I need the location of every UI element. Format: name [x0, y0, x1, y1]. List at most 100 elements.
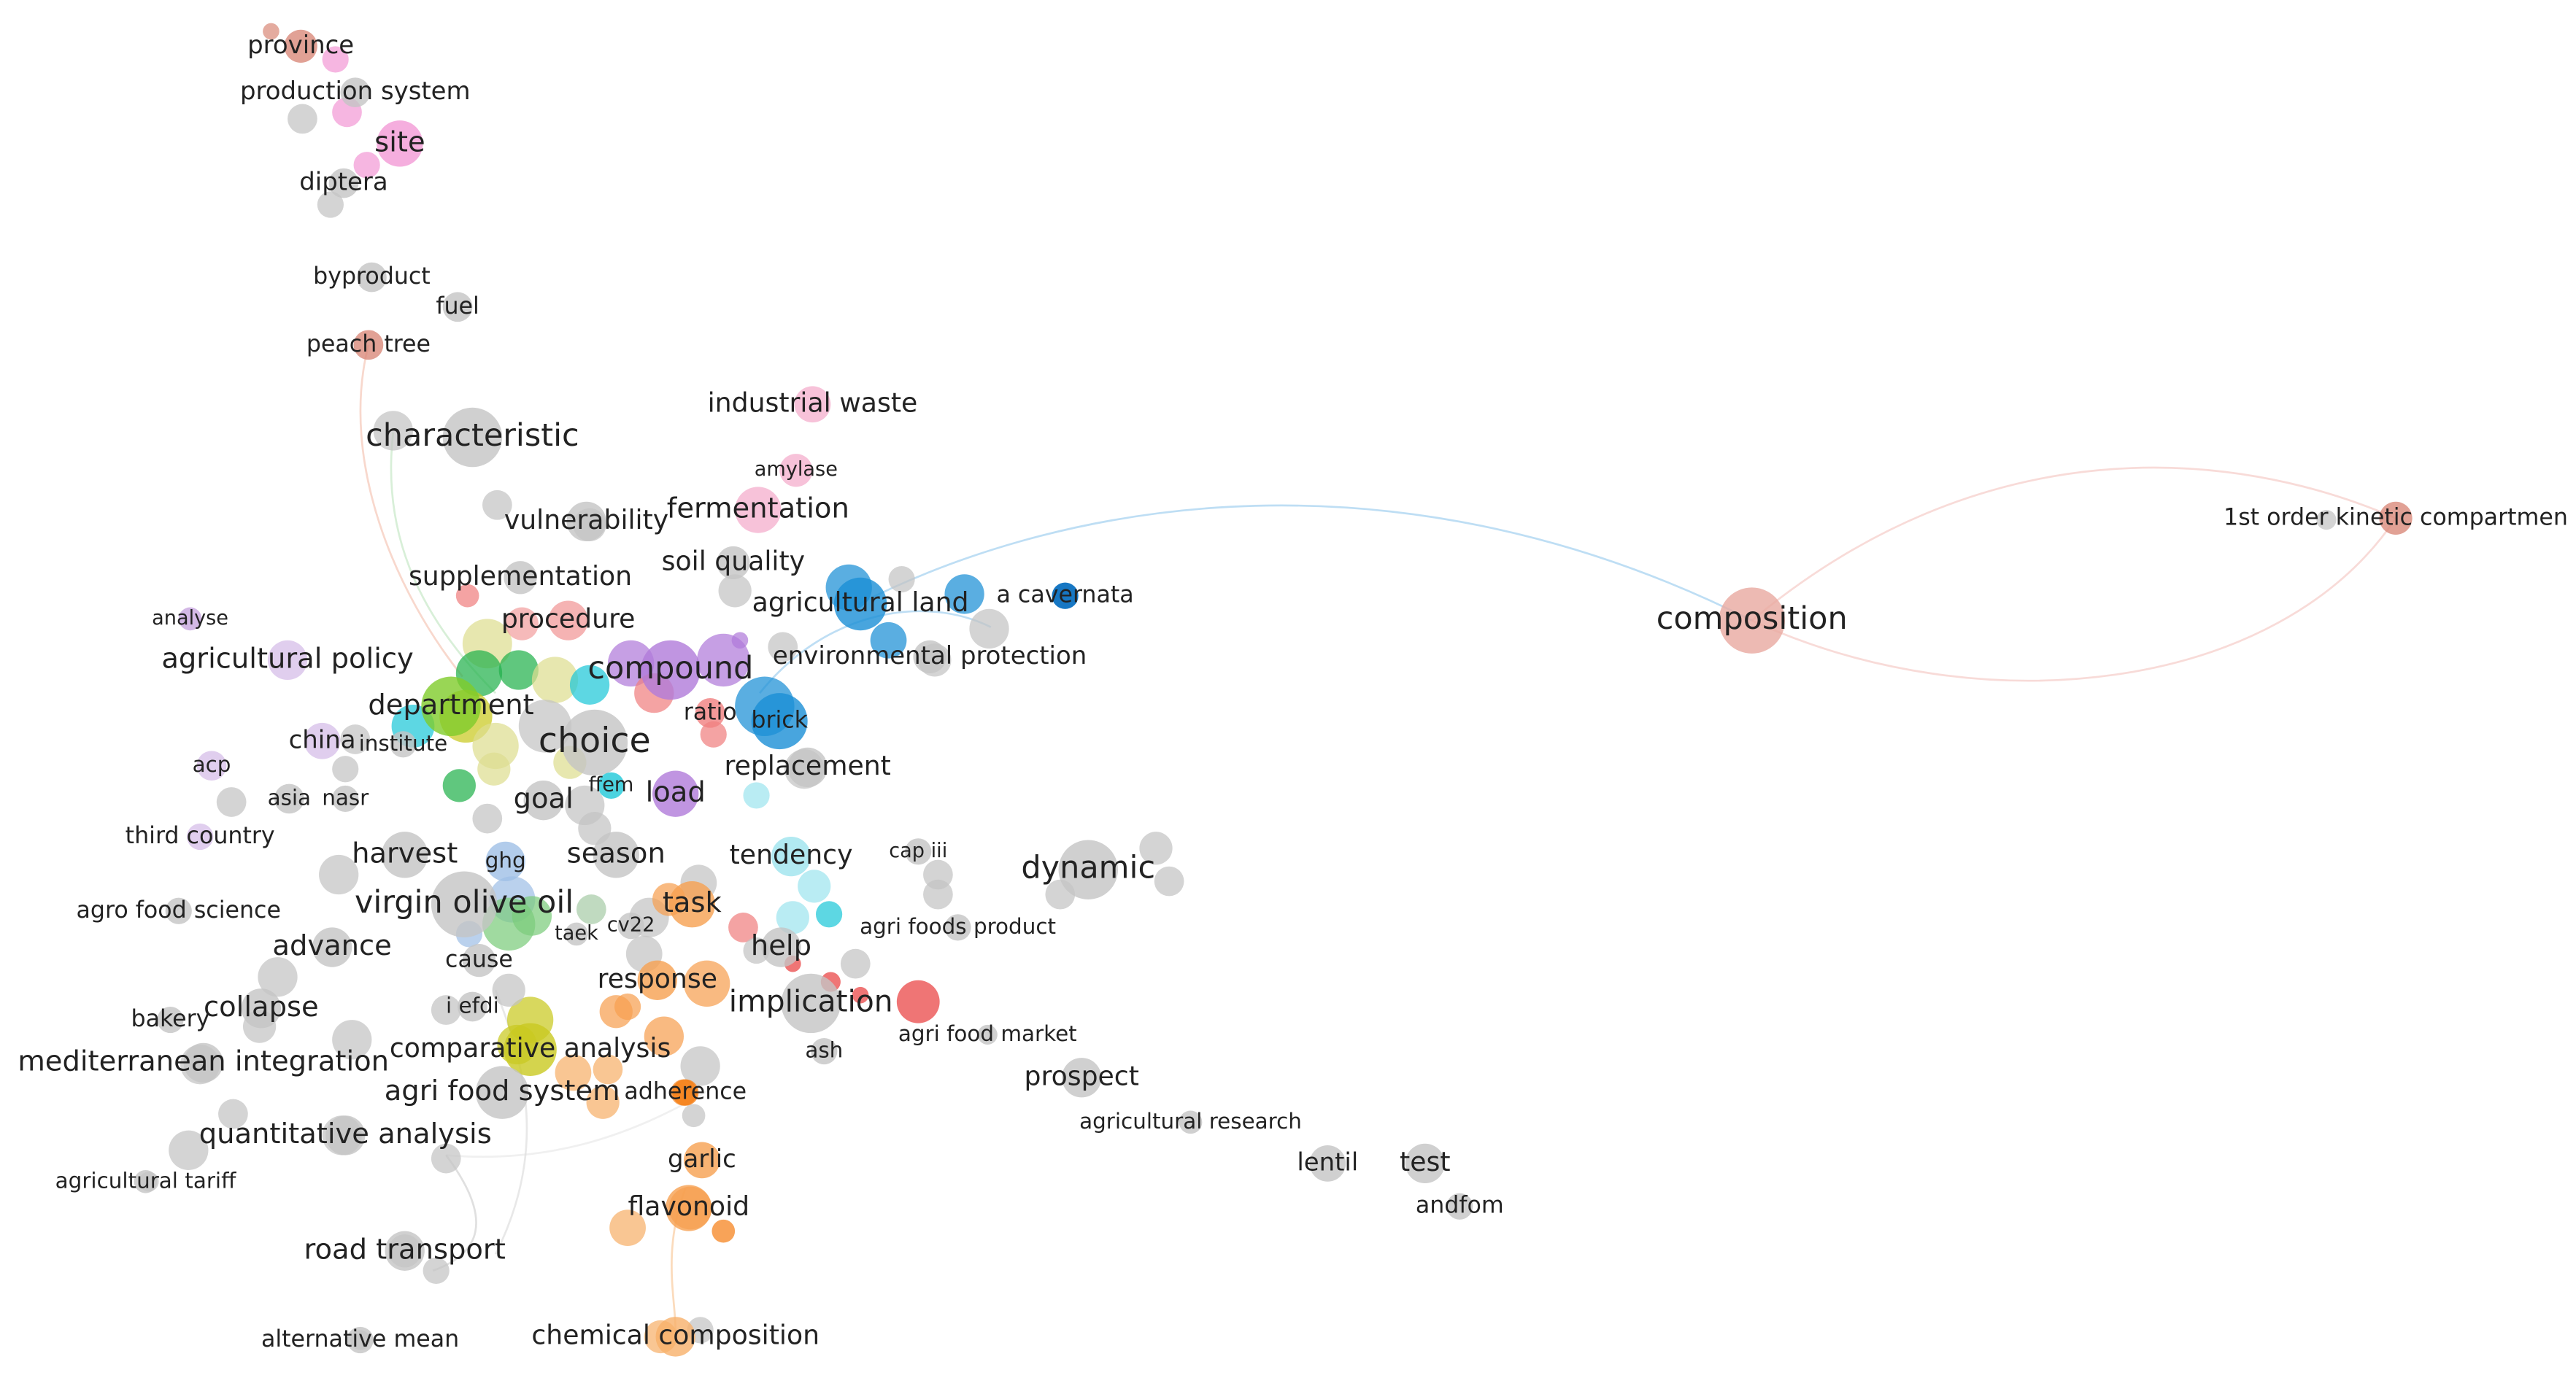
- bubble: [317, 191, 344, 218]
- bubble: [682, 1104, 706, 1128]
- node-label: quantitative analysis: [199, 1118, 492, 1150]
- bubbles: [134, 23, 2413, 1357]
- bubble: [586, 1085, 620, 1119]
- node-label: ratio: [684, 699, 737, 725]
- node-bubble: [905, 838, 932, 865]
- node-bubble: [1062, 1058, 1102, 1098]
- node-label: harvest: [352, 837, 458, 870]
- node-label: agricultural research: [1079, 1109, 1302, 1134]
- bubble: [169, 1130, 209, 1170]
- node-label: agro food science: [77, 897, 281, 924]
- bubble: [455, 584, 479, 608]
- bubble: [353, 152, 380, 179]
- bubble: [743, 782, 770, 809]
- node-label: flavonoid: [628, 1191, 749, 1222]
- bubble: [798, 870, 831, 903]
- node-label: tendency: [730, 839, 853, 870]
- bubble: [944, 574, 984, 614]
- node-bubble: [717, 546, 750, 580]
- bubble: [697, 633, 750, 687]
- bubble: [569, 665, 610, 705]
- bubble: [340, 724, 371, 754]
- node-bubble: [267, 640, 308, 681]
- node-label: 1st order kinetic compartmen: [2224, 504, 2568, 530]
- node-bubble: [833, 577, 887, 631]
- bubble: [923, 879, 953, 910]
- node-label: ghg: [485, 848, 526, 872]
- node-bubble: [1058, 840, 1118, 899]
- node-bubble: [390, 731, 417, 758]
- node-bubble: [751, 693, 808, 750]
- node-label: department: [368, 689, 533, 721]
- node-bubble: [565, 922, 588, 946]
- bubble: [332, 756, 359, 783]
- node-bubble: [187, 823, 214, 851]
- node-bubble: [641, 640, 701, 700]
- bubble: [1139, 832, 1173, 865]
- node-bubble: [241, 988, 282, 1029]
- node-label: brick: [751, 708, 808, 734]
- bubble: [442, 769, 476, 802]
- node-bubble: [548, 600, 588, 640]
- node-label: a cavernata: [996, 582, 1133, 608]
- node-bubble: [1446, 1193, 1473, 1220]
- node-bubble: [134, 1169, 158, 1193]
- node-label: amylase: [755, 458, 838, 481]
- node-bubble: [655, 1317, 695, 1357]
- bubble: [852, 986, 869, 1004]
- node-bubble: [377, 120, 423, 167]
- edge: [858, 504, 1753, 622]
- bubble: [969, 608, 1009, 649]
- bubble: [840, 948, 871, 979]
- node-bubble: [779, 454, 813, 487]
- node-bubble: [340, 77, 371, 108]
- node-label: garlic: [668, 1145, 736, 1174]
- bubble: [684, 960, 730, 1007]
- bubble: [870, 622, 907, 659]
- bubble: [896, 980, 940, 1023]
- node-label: dynamic: [1021, 850, 1155, 886]
- node-bubble: [178, 607, 202, 631]
- node-bubble: [668, 881, 715, 928]
- bubble: [728, 913, 758, 942]
- node-bubble: [913, 640, 946, 674]
- bubble: [512, 896, 552, 936]
- node-label: soil quality: [662, 545, 805, 576]
- node-bubble: [504, 1023, 557, 1077]
- node-label: vulnerability: [504, 504, 668, 535]
- edge: [432, 1154, 477, 1272]
- node-label: peach tree: [306, 331, 431, 357]
- node-bubble: [332, 785, 359, 813]
- node-label: composition: [1657, 600, 1848, 637]
- node-label: replacement: [724, 750, 890, 781]
- bubble: [609, 1209, 646, 1247]
- bubble: [712, 1219, 736, 1243]
- node-label: taek: [555, 922, 598, 945]
- bubble: [593, 1054, 623, 1085]
- bubble: [498, 650, 539, 690]
- bubble: [768, 632, 798, 662]
- bubble: [482, 489, 512, 520]
- bubble: [531, 657, 579, 703]
- node-label: task: [663, 886, 722, 919]
- node-label: environmental protection: [773, 642, 1087, 670]
- bubble: [555, 1054, 592, 1091]
- node-label: collapse: [204, 991, 319, 1023]
- node-label: industrial waste: [708, 387, 918, 418]
- edge: [1751, 466, 2396, 622]
- bubble: [1154, 866, 1184, 897]
- node-label: advance: [272, 929, 391, 962]
- node-bubble: [431, 871, 498, 937]
- bubble: [776, 901, 809, 934]
- node-label: acp: [193, 752, 231, 777]
- node-bubble: [357, 262, 387, 293]
- labels: province production system site diptera bypr…: [18, 31, 2568, 1352]
- bubble: [644, 1016, 685, 1056]
- node-bubble: [811, 1037, 838, 1065]
- edge: [446, 1088, 711, 1158]
- node-label: help: [751, 929, 811, 962]
- node-label: nasr: [322, 785, 369, 810]
- node-bubble: [781, 973, 841, 1034]
- node-bubble: [325, 1115, 366, 1156]
